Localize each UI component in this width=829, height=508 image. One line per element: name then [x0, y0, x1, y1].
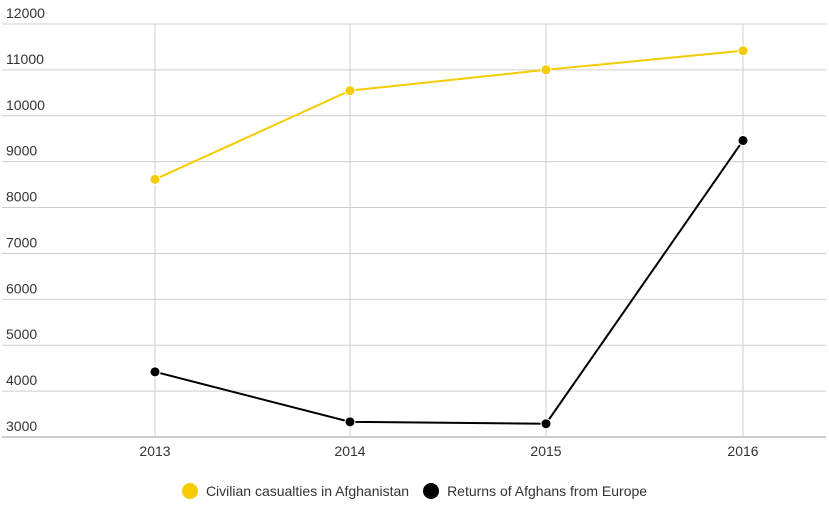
y-tick-label: 3000 [6, 418, 37, 434]
y-tick-label: 4000 [6, 372, 37, 388]
y-tick-label: 8000 [6, 189, 37, 205]
legend-swatch-returns-from-europe [423, 483, 440, 499]
x-tick-label: 2013 [139, 443, 170, 459]
y-tick-label: 11000 [6, 51, 44, 67]
x-tick-label: 2015 [530, 443, 561, 459]
legend: Civilian casualties in Afghanistan Retur… [0, 483, 829, 499]
vertical-gridlines [154, 24, 744, 437]
series-line-0 [154, 49, 744, 181]
legend-swatch-civilian-casualties [181, 483, 198, 499]
x-tick-label: 2014 [334, 443, 365, 459]
data-point-0-2016 [737, 45, 749, 57]
y-tick-label: 10000 [6, 97, 45, 113]
horizontal-gridlines [2, 23, 826, 438]
y-tick-label: 5000 [6, 326, 37, 342]
series-layer [149, 45, 749, 430]
y-tick-label: 12000 [6, 5, 45, 21]
y-tick-label: 9000 [6, 143, 37, 159]
data-point-1-2016 [737, 135, 749, 147]
legend-label-civilian-casualties: Civilian casualties in Afghanistan [205, 483, 410, 499]
legend-item-returns-from-europe: Returns of Afghans from Europe [423, 483, 647, 499]
x-axis-tick-labels: 2013 2014 2015 2016 [139, 443, 758, 459]
series-line-1 [154, 139, 744, 425]
data-point-1-2013 [149, 366, 161, 378]
y-tick-label: 7000 [6, 234, 37, 250]
legend-label-returns-from-europe: Returns of Afghans from Europe [447, 483, 648, 499]
y-tick-label: 6000 [6, 280, 37, 296]
x-tick-label: 2016 [727, 443, 758, 459]
data-point-0-2015 [540, 64, 552, 76]
data-point-0-2014 [344, 85, 356, 97]
data-point-1-2015 [540, 418, 552, 430]
y-axis-tick-labels: 3000 4000 5000 6000 7000 8000 9000 10000 11000 12… [6, 5, 45, 434]
data-point-1-2014 [344, 416, 356, 428]
legend-item-civilian-casualties: Civilian casualties in Afghanistan [181, 483, 410, 499]
data-point-0-2013 [149, 173, 161, 185]
